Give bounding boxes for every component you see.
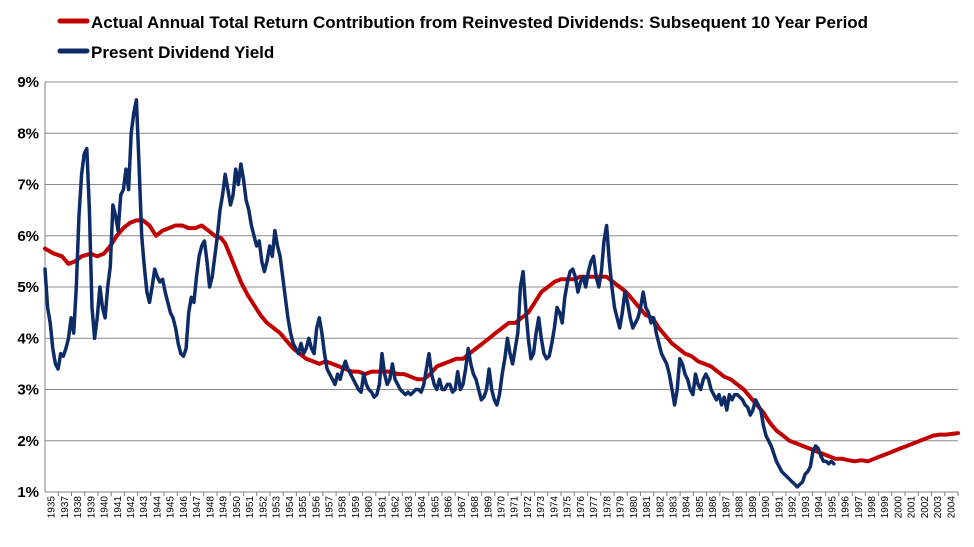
series-line-yield bbox=[43, 98, 836, 489]
x-tick-label: 1948 bbox=[205, 496, 216, 519]
x-tick-label: 1952 bbox=[258, 496, 269, 519]
x-tick-label: 1967 bbox=[457, 496, 468, 519]
x-tick-label: 1973 bbox=[536, 496, 547, 519]
x-tick-label: 1958 bbox=[338, 496, 349, 519]
x-tick-label: 1957 bbox=[325, 496, 336, 519]
legend-item-yield: Present Dividend Yield bbox=[57, 43, 274, 62]
x-tick-label: 1985 bbox=[695, 496, 706, 519]
x-tick-label: 1992 bbox=[788, 496, 799, 519]
x-tick-label: 1938 bbox=[73, 496, 84, 519]
x-tick-label: 1980 bbox=[629, 496, 640, 519]
x-tick-label: 1966 bbox=[444, 496, 455, 519]
legend: Actual Annual Total Return Contribution … bbox=[57, 13, 868, 62]
x-tick-label: 2002 bbox=[920, 496, 931, 519]
y-tick-label: 8% bbox=[17, 125, 39, 142]
x-tick-label: 1944 bbox=[153, 496, 164, 519]
x-tick-label: 1997 bbox=[854, 496, 865, 519]
x-tick-label: 1994 bbox=[814, 496, 825, 519]
y-tick-label: 2% bbox=[17, 433, 39, 450]
x-tick-label: 1945 bbox=[166, 496, 177, 519]
x-tick-label: 1993 bbox=[801, 496, 812, 519]
x-axis: 1935 1937 1938 1939 1940 1941 1942 1943 1944 1945… bbox=[45, 491, 959, 519]
x-tick-label: 1988 bbox=[735, 496, 746, 519]
x-tick-label: 1937 bbox=[60, 496, 71, 519]
x-tick-label: 1961 bbox=[377, 496, 388, 519]
x-tick-label: 1953 bbox=[272, 496, 283, 519]
x-tick-label: 1972 bbox=[523, 496, 534, 519]
y-axis: 9% 8% 7% 6% 5% 4% 3% 2% 1% bbox=[17, 74, 46, 501]
x-tick-label: 1991 bbox=[774, 496, 785, 519]
x-tick-label: 1987 bbox=[721, 496, 732, 519]
x-tick-label: 1951 bbox=[245, 496, 256, 519]
x-tick-label: 1986 bbox=[708, 496, 719, 519]
x-tick-label: 1996 bbox=[841, 496, 852, 519]
x-tick-label: 1974 bbox=[549, 496, 560, 519]
x-tick-label: 1954 bbox=[285, 496, 296, 519]
series-lines bbox=[43, 98, 960, 489]
y-tick-label: 5% bbox=[17, 279, 39, 296]
x-tick-label: 1969 bbox=[483, 496, 494, 519]
x-tick-label: 1989 bbox=[748, 496, 759, 519]
x-tick-label: 2001 bbox=[907, 496, 918, 519]
y-tick-label: 9% bbox=[17, 74, 39, 91]
x-tick-label: 1976 bbox=[576, 496, 587, 519]
x-tick-label: 1940 bbox=[100, 496, 111, 519]
series-line-returns bbox=[43, 218, 960, 464]
x-tick-label: 1968 bbox=[470, 496, 481, 519]
x-tick-label: 1955 bbox=[298, 496, 309, 519]
x-tick-label: 1983 bbox=[669, 496, 680, 519]
y-tick-label: 7% bbox=[17, 177, 39, 194]
x-tick-label: 1939 bbox=[86, 496, 97, 519]
y-tick-label: 1% bbox=[17, 484, 39, 501]
x-tick-label: 1942 bbox=[126, 496, 137, 519]
x-tick-label: 1977 bbox=[589, 496, 600, 519]
x-tick-label: 1999 bbox=[880, 496, 891, 519]
x-tick-label: 1962 bbox=[391, 496, 402, 519]
x-tick-label: 1947 bbox=[192, 496, 203, 519]
x-tick-label: 2000 bbox=[894, 496, 905, 519]
y-tick-label: 6% bbox=[17, 228, 39, 245]
x-tick-label: 1959 bbox=[351, 496, 362, 519]
x-tick-label: 1978 bbox=[602, 496, 613, 519]
x-tick-label: 1982 bbox=[655, 496, 666, 519]
x-tick-label: 1960 bbox=[364, 496, 375, 519]
x-tick-label: 1949 bbox=[219, 496, 230, 519]
x-tick-label: 1946 bbox=[179, 496, 190, 519]
y-tick-label: 3% bbox=[17, 382, 39, 399]
x-tick-label: 1975 bbox=[563, 496, 574, 519]
x-tick-label: 1965 bbox=[430, 496, 441, 519]
x-tick-label: 1971 bbox=[510, 496, 521, 519]
gridlines bbox=[45, 81, 958, 493]
x-tick-label: 1990 bbox=[761, 496, 772, 519]
x-tick-label: 2003 bbox=[933, 496, 944, 519]
x-tick-label: 1979 bbox=[616, 496, 627, 519]
x-tick-label: 1984 bbox=[682, 496, 693, 519]
x-tick-label: 1964 bbox=[417, 496, 428, 519]
x-tick-label: 2004 bbox=[946, 496, 957, 519]
x-tick-label: 1970 bbox=[497, 496, 508, 519]
x-tick-label: 1943 bbox=[139, 496, 150, 519]
x-tick-label: 1935 bbox=[47, 496, 58, 519]
x-tick-label: 1941 bbox=[113, 496, 124, 519]
x-tick-label: 1981 bbox=[642, 496, 653, 519]
legend-item-returns: Actual Annual Total Return Contribution … bbox=[57, 13, 868, 32]
x-tick-label: 1998 bbox=[867, 496, 878, 519]
legend-label-returns: Actual Annual Total Return Contribution … bbox=[91, 13, 868, 32]
x-tick-label: 1956 bbox=[311, 496, 322, 519]
x-tick-label: 1963 bbox=[404, 496, 415, 519]
x-tick-label: 1950 bbox=[232, 496, 243, 519]
legend-label-yield: Present Dividend Yield bbox=[91, 43, 274, 62]
x-tick-label: 1995 bbox=[827, 496, 838, 519]
y-tick-label: 4% bbox=[17, 330, 39, 347]
